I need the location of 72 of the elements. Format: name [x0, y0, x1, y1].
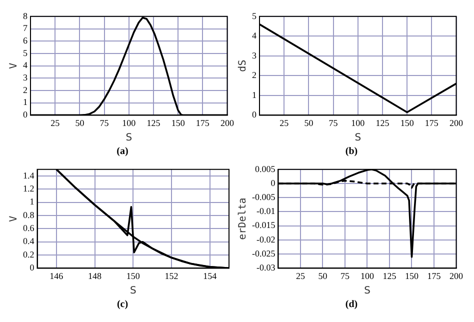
x-tick-label: 150: [405, 270, 419, 281]
y-tick-label: -0.03: [256, 262, 276, 273]
y-tick-label: 0.2: [23, 249, 34, 260]
y-tick-label: 1: [30, 196, 34, 207]
x-tick-label: 75: [340, 270, 350, 281]
y-tick-label: 5: [23, 48, 28, 58]
y-tick-label: 2: [252, 70, 256, 80]
text: (a): [116, 145, 130, 159]
x-tick-label: 150: [400, 118, 414, 128]
x-tick-label: 175: [427, 270, 442, 281]
y-tick-label: 5: [252, 10, 257, 21]
x-tick-label: 75: [328, 118, 338, 128]
x-tick-label: 50: [75, 118, 85, 128]
x-tick-label: 100: [351, 118, 366, 128]
y-tick-label: -0.02: [256, 234, 276, 244]
y-tick-label: 0: [23, 110, 28, 120]
y-tick-label: 7: [23, 23, 28, 34]
x-tick-label: 50: [304, 118, 314, 128]
y-tick-label: -0.015: [252, 220, 276, 230]
x-tick-label: 125: [146, 118, 161, 128]
y-tick-label: 0.6: [23, 223, 35, 234]
x-axis-title: S: [126, 132, 132, 144]
y-tick-label: 1: [23, 97, 28, 108]
x-tick-label: 75: [100, 118, 110, 128]
y-axis-title: erDelta: [238, 198, 249, 240]
y-tick-label: 0: [252, 110, 257, 120]
y-tick-label: 0: [270, 178, 276, 188]
y-tick-label: 2: [23, 84, 28, 95]
x-tick-label: 100: [122, 118, 136, 128]
text: (b): [344, 145, 359, 159]
x-tick-label: 175: [196, 118, 210, 128]
y-tick-label: -0.01: [256, 206, 276, 216]
x-tick-label: 200: [450, 118, 464, 128]
text: (c): [116, 298, 130, 312]
x-tick-label: 200: [220, 118, 234, 128]
x-tick-label: 50: [318, 270, 328, 281]
y-tick-label: 4: [252, 30, 257, 41]
y-tick-label: 1.2: [23, 184, 34, 194]
x-tick-label: 100: [360, 270, 374, 281]
x-tick-label: 154: [203, 270, 218, 281]
x-tick-label: 200: [450, 270, 464, 281]
y-axis-title: V: [8, 216, 20, 222]
x-tick-label: 150: [126, 270, 140, 281]
x-tick-label: 150: [171, 118, 186, 128]
x-axis-title: S: [130, 286, 136, 297]
y-tick-label: 1: [252, 90, 256, 100]
x-tick-label: 125: [382, 270, 397, 281]
y-tick-label: 0.4: [23, 236, 35, 246]
x-tick-label: 125: [376, 118, 390, 128]
y-tick-label: 6: [23, 35, 28, 46]
y-axis-title: dS: [238, 60, 249, 72]
y-tick-label: 1.4: [23, 170, 35, 180]
x-axis-title: S: [364, 286, 370, 297]
x-tick-label: 146: [50, 270, 64, 281]
y-axis-title: V: [8, 62, 20, 69]
y-tick-label: 3: [252, 50, 257, 60]
y-tick-label: 0.8: [23, 210, 35, 220]
y-tick-label: 0: [30, 262, 35, 273]
x-tick-label: 175: [424, 118, 439, 128]
x-tick-label: 25: [280, 118, 290, 128]
y-tick-label: 0.005: [254, 164, 276, 174]
x-tick-label: 148: [88, 270, 102, 281]
x-axis-title: S: [354, 132, 362, 144]
y-tick-label: -0.025: [252, 248, 276, 258]
y-tick-label: -0.005: [252, 192, 276, 202]
x-tick-label: 152: [164, 270, 178, 281]
text: (d): [344, 298, 359, 312]
x-tick-label: 25: [296, 270, 306, 281]
x-tick-label: 25: [50, 118, 60, 128]
y-tick-label: 4: [23, 60, 28, 70]
y-tick-label: 3: [23, 72, 28, 83]
y-tick-label: 8: [23, 10, 28, 21]
